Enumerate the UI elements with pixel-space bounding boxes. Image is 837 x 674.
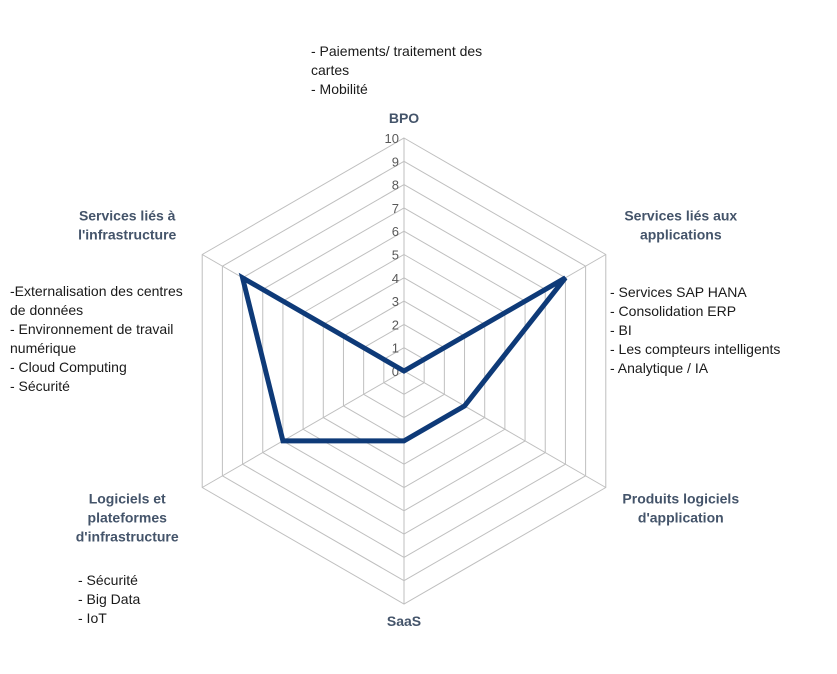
annotation-line: numérique [10, 340, 77, 356]
tick-label: 10 [385, 131, 399, 146]
category-label-line: SaaS [387, 613, 421, 629]
category-label-line: l'infrastructure [78, 227, 176, 243]
category-label: Produits logiciels d'application [622, 491, 739, 526]
grid-spoke [403, 370, 607, 488]
category-label-line: Produits logiciels [622, 491, 739, 507]
tick-label: 8 [392, 178, 399, 193]
tick-label: 6 [392, 224, 399, 239]
category-label-line: d'infrastructure [76, 529, 179, 545]
category-label-line: d'application [638, 510, 724, 526]
category-label: Services liés aux applications [624, 208, 737, 243]
annotation-line: - BI [610, 322, 632, 338]
annotation-bpo: - Paiements/ traitement des cartes - Mob… [311, 42, 482, 99]
annotation-line: - IoT [78, 610, 107, 626]
radar-category-labels: BPO Services liés aux applications Produits… [76, 110, 740, 629]
radar-ticks: 0 1 2 3 4 5 6 7 8 9 10 [385, 131, 399, 379]
tick-label: 4 [392, 271, 399, 286]
tick-label: 7 [392, 201, 399, 216]
annotation-line: - Paiements/ traitement des [311, 43, 483, 59]
category-label: Logiciels et plateformes d'infrastructure [76, 491, 179, 545]
annotation-applications: - Services SAP HANA - Consolidation ERP … [610, 283, 780, 378]
annotation-line: de données [10, 302, 84, 318]
category-label-line: Logiciels et [89, 491, 166, 507]
annotation-infrastructure-services: -Externalisation des centres de données … [10, 282, 183, 396]
annotation-line: - Environnement de travail [10, 321, 174, 337]
tick-label: 1 [392, 341, 399, 356]
annotation-line: - Sécurité [78, 572, 138, 588]
tick-label: 0 [392, 364, 399, 379]
category-label-line: Services liés à [79, 208, 176, 224]
annotation-line: - Les compteurs intelligents [610, 341, 781, 357]
category-label: Services liés à l'infrastructure [78, 208, 176, 243]
annotation-line: - Analytique / IA [610, 360, 709, 376]
tick-label: 2 [392, 317, 399, 332]
category-label-line: applications [640, 227, 722, 243]
annotation-line: -Externalisation des centres [10, 283, 183, 299]
category-label: BPO [389, 110, 419, 126]
annotation-line: - Services SAP HANA [610, 284, 747, 300]
tick-label: 9 [392, 154, 399, 169]
annotation-line: - Cloud Computing [10, 359, 127, 375]
category-label-line: plateformes [88, 510, 168, 526]
grid-spoke [201, 370, 405, 488]
category-label: SaaS [387, 613, 421, 629]
radar-series [238, 272, 568, 444]
category-label-line: BPO [389, 110, 419, 126]
annotation-line: - Mobilité [311, 81, 368, 97]
category-label-line: Services liés aux [624, 208, 737, 224]
annotation-line: cartes [311, 62, 350, 78]
tick-label: 3 [392, 294, 399, 309]
annotation-line: - Sécurité [10, 378, 70, 394]
tick-label: 5 [392, 248, 399, 263]
annotation-line: - Big Data [78, 591, 141, 607]
annotation-infrastructure-software: - Sécurité - Big Data - IoT [78, 571, 140, 628]
annotation-line: - Consolidation ERP [610, 303, 737, 319]
